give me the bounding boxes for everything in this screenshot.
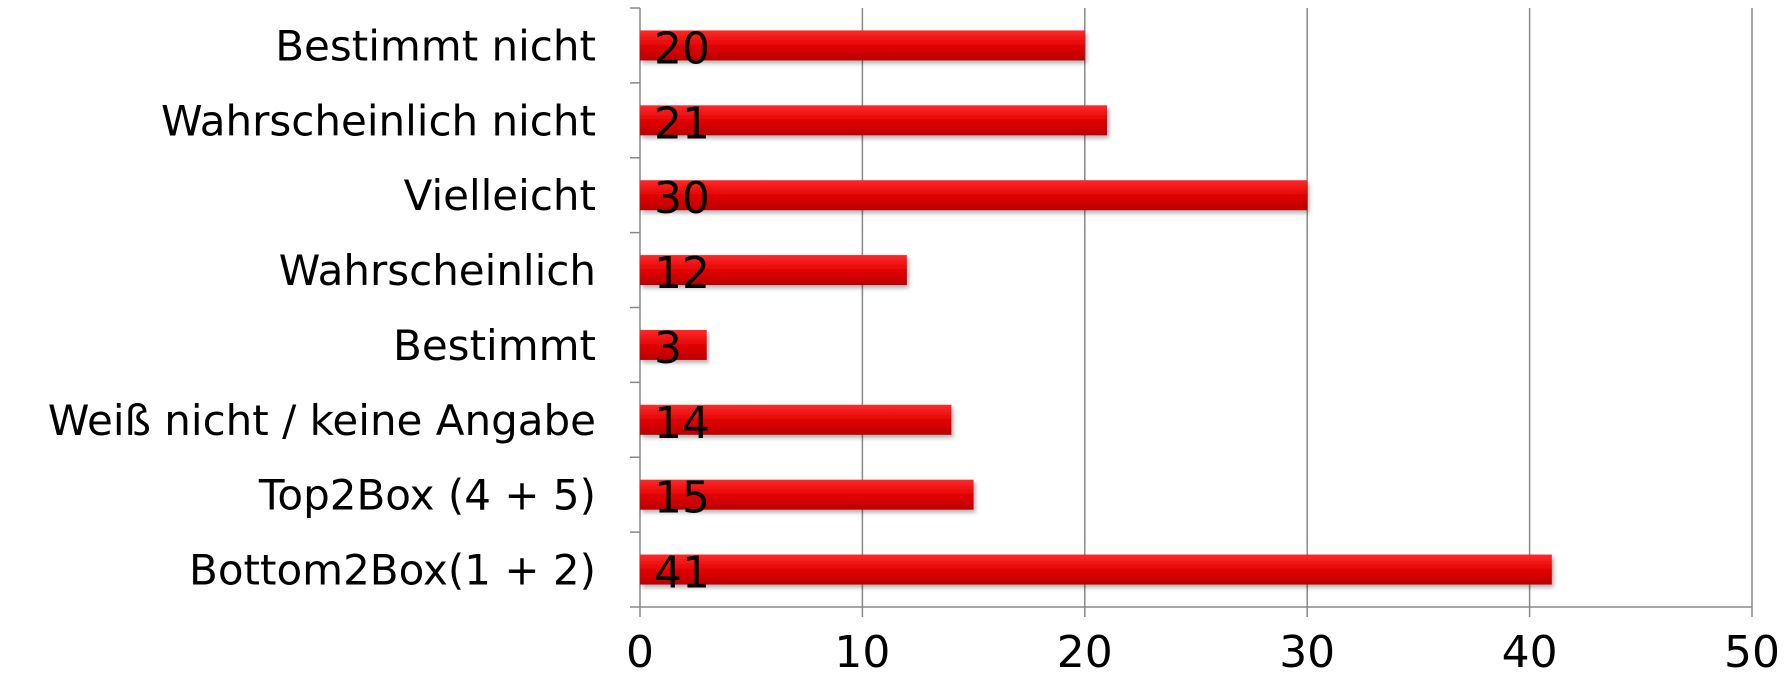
category-label: Vielleicht [404,171,596,220]
data-label: 21 [654,98,710,149]
x-tick-label: 20 [1057,627,1113,678]
category-label: Top2Box (4 + 5) [258,471,596,520]
category-label: Bestimmt [393,321,596,370]
data-label: 15 [654,473,710,524]
bar-8 [640,554,1552,585]
category-label: Wahrscheinlich [279,246,596,295]
gridlines [861,8,1753,617]
x-tick-label: 30 [1279,627,1335,678]
x-tick-label: 50 [1724,627,1780,678]
bar-3 [640,180,1308,211]
data-label: 41 [654,548,710,599]
x-tick-label: 40 [1502,627,1558,678]
category-label: Bottom2Box(1 + 2) [189,546,596,595]
bar-7 [640,479,974,510]
x-tick-label: 10 [834,627,890,678]
category-label: Weiß nicht / keine Angabe [48,396,596,445]
category-label: Wahrscheinlich nicht [161,96,596,145]
labels: 0 10 20 30 40 50 Bestimmt nicht 20 Wahrscheinlic… [48,21,1780,678]
category-label: Bestimmt nicht [275,21,596,70]
x-tick-label: 0 [626,627,654,678]
bar-5 [640,329,707,360]
bar-1 [640,30,1085,61]
data-label: 3 [654,323,682,374]
data-label: 30 [654,173,710,224]
data-label: 12 [654,248,710,299]
data-label: 14 [654,398,710,449]
axes [630,7,1752,617]
data-label: 20 [654,23,710,74]
bar-4 [640,255,907,286]
bar-6 [640,404,952,435]
bars [640,30,1552,585]
bar-2 [640,105,1108,136]
